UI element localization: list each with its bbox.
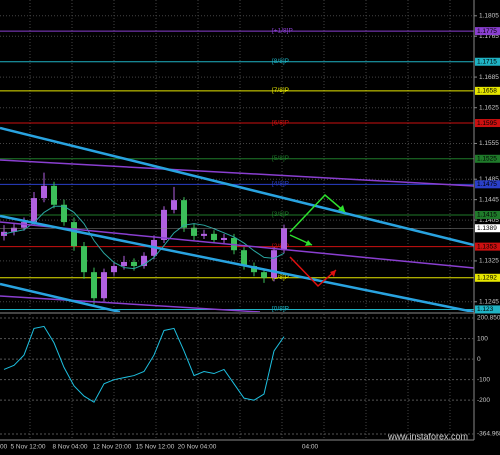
current-price-box bbox=[475, 224, 500, 233]
level-price-label: 1.1415 bbox=[477, 212, 497, 219]
x-tick-label: 8 Nov 04:00 bbox=[52, 444, 87, 451]
level-price-box bbox=[475, 154, 500, 163]
level-price-label: 1.1475 bbox=[477, 181, 497, 188]
y-tick-label: 0 bbox=[477, 356, 481, 363]
y-tick-label: 1.1765 bbox=[479, 33, 499, 40]
candle-body bbox=[171, 200, 177, 210]
x-tick-label: 00 bbox=[0, 444, 8, 451]
y-tick-label: 1.1485 bbox=[479, 176, 499, 183]
x-tick-label: 5 Nov 12:00 bbox=[10, 444, 45, 451]
level-name: [8/8]P bbox=[272, 58, 289, 65]
level-price-label: 1.1658 bbox=[477, 88, 497, 95]
arrow-head bbox=[330, 270, 336, 277]
level-price-box bbox=[475, 86, 500, 95]
y-tick-label: 200.8502 bbox=[477, 315, 500, 322]
level-price-label: 1.1715 bbox=[477, 58, 497, 65]
level-name: [3/8]P bbox=[272, 211, 289, 218]
channel-line bbox=[0, 214, 474, 312]
x-tick-label: 12 Nov 20:00 bbox=[93, 444, 132, 451]
candle-body bbox=[81, 246, 87, 273]
level-price-box bbox=[475, 57, 500, 66]
indicator-panel: 200.8502 100 0 -100 -200 -364.9682 005 Nov 12:… bbox=[0, 314, 500, 451]
y-tick-label: 1.1555 bbox=[479, 140, 499, 147]
x-tick-label: 20 Nov 04:00 bbox=[178, 444, 217, 451]
candle-body bbox=[241, 250, 247, 267]
candle-body bbox=[221, 237, 227, 240]
forecast-arrow bbox=[289, 256, 337, 288]
level-price-box bbox=[475, 27, 500, 36]
y-tick-label: 1.1625 bbox=[479, 104, 499, 111]
y-tick-label: 1.1805 bbox=[479, 13, 499, 20]
candle-body bbox=[31, 198, 37, 223]
y-tick-label: 1.1685 bbox=[479, 74, 499, 81]
level-price-box bbox=[475, 119, 500, 128]
candle-body bbox=[261, 272, 267, 278]
level-name: [6/8]P bbox=[272, 119, 289, 126]
watermark: www.instaforex.com bbox=[387, 431, 468, 441]
y-tick-label: 1.1405 bbox=[479, 217, 499, 224]
candle-body bbox=[161, 209, 167, 240]
y-tick-label: 1.1445 bbox=[479, 196, 499, 203]
x-tick-label: 15 Nov 12:00 bbox=[136, 444, 175, 451]
channel-line bbox=[0, 282, 121, 312]
candle-body bbox=[191, 227, 197, 236]
candle-body bbox=[201, 233, 207, 236]
indicator-line bbox=[3, 325, 285, 403]
arrow-head bbox=[338, 205, 345, 212]
level-name: [5/8]P bbox=[272, 155, 289, 162]
trend-line bbox=[0, 221, 474, 269]
y-tick-label: 1.1245 bbox=[479, 299, 499, 306]
moving-average bbox=[3, 205, 285, 270]
y-tick-label: -200 bbox=[477, 397, 490, 404]
y-tick-label: 100 bbox=[477, 335, 488, 342]
level-name: [+1/8]P bbox=[272, 27, 293, 34]
channel-line bbox=[0, 126, 474, 247]
level-price-box bbox=[475, 305, 500, 314]
candle-body bbox=[91, 272, 97, 299]
x-tick-label: 04:00 bbox=[302, 444, 319, 451]
level-price-box bbox=[475, 210, 500, 219]
current-price-label: 1.1389 bbox=[477, 225, 497, 232]
level-price-box bbox=[475, 180, 500, 189]
main-panel: [+1/8]P [8/8]P [7/8]P [6/8]P [5/8]P [4/8]P [3/… bbox=[0, 0, 474, 313]
y-tick-label: 1.1325 bbox=[479, 258, 499, 265]
level-name: [2/8]P bbox=[272, 243, 289, 250]
candle-body bbox=[281, 228, 287, 251]
candle-body bbox=[251, 266, 257, 273]
level-price-label: 1.1525 bbox=[477, 156, 497, 163]
candle-body bbox=[121, 261, 127, 267]
level-price-box bbox=[475, 242, 500, 251]
candle-body bbox=[101, 272, 107, 299]
y-tick-label: -100 bbox=[477, 376, 490, 383]
level-price-label: 1.1595 bbox=[477, 120, 497, 127]
y-tick-label: -364.9682 bbox=[477, 431, 500, 438]
candle-body bbox=[141, 255, 147, 267]
arrow-head bbox=[305, 240, 312, 246]
level-price-label: 1.1353 bbox=[477, 243, 497, 250]
candle-body bbox=[51, 185, 57, 205]
candle-body bbox=[211, 233, 217, 240]
level-price-label: 1.1292 bbox=[477, 275, 497, 282]
forecast-arrow bbox=[289, 193, 346, 233]
level-price-label: 1.123 bbox=[477, 306, 494, 313]
drawings bbox=[0, 126, 474, 312]
level-name: [4/8]P bbox=[272, 181, 289, 188]
level-name: [1/8]P bbox=[272, 274, 289, 281]
level-price-label: 1.1775 bbox=[477, 28, 497, 35]
level-name: [7/8]P bbox=[272, 87, 289, 94]
candle-body bbox=[131, 261, 137, 267]
candle-body bbox=[61, 204, 67, 223]
trend-line bbox=[0, 159, 474, 187]
candle-body bbox=[41, 185, 47, 199]
level-price-box bbox=[475, 273, 500, 282]
candle-body bbox=[271, 250, 277, 278]
candle-body bbox=[111, 266, 117, 273]
candle-body bbox=[71, 222, 77, 247]
candle-body bbox=[11, 227, 17, 232]
candle-body bbox=[181, 200, 187, 228]
level-name: [0/8]P bbox=[272, 306, 289, 313]
trend-line bbox=[0, 295, 261, 312]
